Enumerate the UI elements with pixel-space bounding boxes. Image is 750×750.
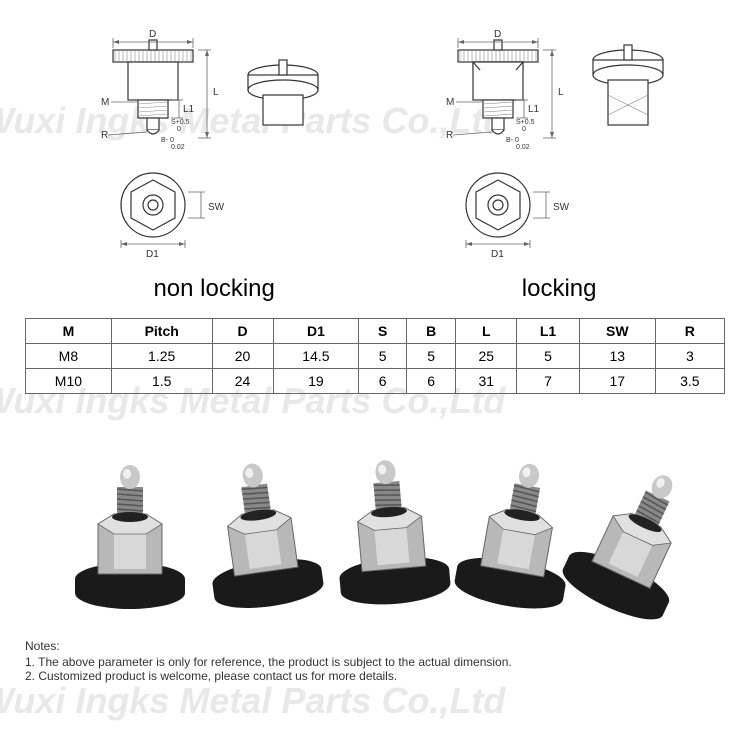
svg-text:D: D bbox=[494, 29, 501, 40]
notes-line1: 1. The above parameter is only for refer… bbox=[25, 655, 725, 669]
product-photo-area bbox=[25, 409, 725, 629]
diagrams-row: D L M L1 S+0.5 0 B- 0 0.02 R bbox=[0, 0, 750, 275]
table-cell: 1.5 bbox=[111, 369, 212, 394]
table-cell: 31 bbox=[456, 369, 517, 394]
table-header: L bbox=[456, 319, 517, 344]
product-photo-svg bbox=[25, 409, 725, 629]
table-cell: 6 bbox=[407, 369, 456, 394]
table-cell: 13 bbox=[579, 344, 655, 369]
table-header: SW bbox=[579, 319, 655, 344]
dim-SW: SW bbox=[208, 202, 225, 213]
table-cell: 14.5 bbox=[273, 344, 359, 369]
dim-L1: L1 bbox=[183, 104, 195, 115]
svg-text:L1: L1 bbox=[528, 104, 540, 115]
table-cell: 24 bbox=[212, 369, 273, 394]
content-container: D L M L1 S+0.5 0 B- 0 0.02 R bbox=[0, 0, 750, 693]
label-locking: locking bbox=[522, 275, 597, 303]
dim-M: M bbox=[101, 97, 109, 108]
spec-table: MPitchDD1SBLL1SWR M81.252014.555255133M1… bbox=[25, 318, 725, 394]
table-header: R bbox=[655, 319, 724, 344]
table-row: M81.252014.555255133 bbox=[26, 344, 725, 369]
table-cell: M10 bbox=[26, 369, 112, 394]
dim-L: L bbox=[213, 87, 219, 98]
table-cell: 17 bbox=[579, 369, 655, 394]
table-header: L1 bbox=[517, 319, 580, 344]
svg-text:B- 0: B- 0 bbox=[506, 137, 519, 144]
svg-text:M: M bbox=[446, 97, 454, 108]
svg-text:0.02: 0.02 bbox=[171, 144, 185, 151]
table-cell: 6 bbox=[359, 369, 407, 394]
dim-R: R bbox=[101, 130, 108, 141]
table-header: S bbox=[359, 319, 407, 344]
diagram-locking: D L M L1 S+0.5 0 B- 0 0.02 R SW bbox=[398, 20, 698, 265]
table-cell: 3 bbox=[655, 344, 724, 369]
table-header: D1 bbox=[273, 319, 359, 344]
table-cell: 25 bbox=[456, 344, 517, 369]
label-non-locking: non locking bbox=[153, 275, 274, 303]
table-header: M bbox=[26, 319, 112, 344]
svg-text:0.02: 0.02 bbox=[516, 144, 530, 151]
notes-section: Notes: 1. The above parameter is only fo… bbox=[0, 629, 750, 693]
type-labels-row: non locking locking bbox=[0, 275, 750, 313]
svg-text:L: L bbox=[558, 87, 564, 98]
svg-text:SW: SW bbox=[553, 202, 570, 213]
table-cell: 7 bbox=[517, 369, 580, 394]
table-row: M101.5241966317173.5 bbox=[26, 369, 725, 394]
table-cell: 5 bbox=[517, 344, 580, 369]
svg-text:R: R bbox=[446, 130, 453, 141]
table-cell: 5 bbox=[359, 344, 407, 369]
notes-title: Notes: bbox=[25, 639, 725, 653]
table-cell: 3.5 bbox=[655, 369, 724, 394]
notes-line2: 2. Customized product is welcome, please… bbox=[25, 669, 725, 683]
dim-D1: D1 bbox=[146, 249, 159, 260]
table-cell: 19 bbox=[273, 369, 359, 394]
table-cell: 5 bbox=[407, 344, 456, 369]
table-cell: 1.25 bbox=[111, 344, 212, 369]
table-cell: M8 bbox=[26, 344, 112, 369]
dim-D: D bbox=[149, 29, 156, 40]
table-header: D bbox=[212, 319, 273, 344]
dim-B: B- 0 bbox=[161, 137, 174, 144]
table-header: B bbox=[407, 319, 456, 344]
table-header: Pitch bbox=[111, 319, 212, 344]
diagram-svg-nonlocking: D L M L1 S+0.5 0 B- 0 0.02 R bbox=[53, 20, 353, 260]
table-cell: 20 bbox=[212, 344, 273, 369]
svg-text:D1: D1 bbox=[491, 249, 504, 260]
dim-S: S+0.5 bbox=[171, 119, 190, 126]
svg-text:S+0.5: S+0.5 bbox=[516, 119, 535, 126]
svg-text:0: 0 bbox=[177, 126, 181, 133]
diagram-svg-locking: D L M L1 S+0.5 0 B- 0 0.02 R SW bbox=[398, 20, 698, 260]
svg-text:0: 0 bbox=[522, 126, 526, 133]
diagram-non-locking: D L M L1 S+0.5 0 B- 0 0.02 R bbox=[53, 20, 353, 265]
